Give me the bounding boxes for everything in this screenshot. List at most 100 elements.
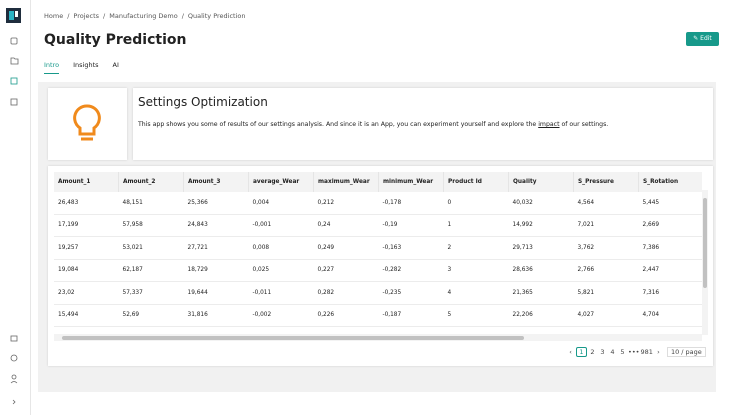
breadcrumb-item[interactable]: Manufacturing Demo [109, 12, 178, 20]
column-title[interactable]: Amount_1 [58, 179, 91, 185]
icon-card [48, 88, 127, 160]
page-title: Quality Prediction [44, 32, 187, 48]
edit-label[interactable]: Edit [700, 35, 712, 42]
table-cell: 0,004 [248, 192, 314, 215]
table-cell: 31,728 [508, 326, 574, 334]
breadcrumb-item[interactable]: Home [44, 12, 64, 20]
column-header[interactable]: Amount_1 [54, 172, 119, 192]
table-cell: 4,564 [573, 192, 639, 215]
link[interactable]: impact [538, 121, 560, 128]
column-title[interactable]: S_Pressure [578, 179, 614, 185]
page-number[interactable]: 5 [620, 348, 625, 356]
column-header[interactable]: Amount_3 [183, 172, 249, 192]
sidebar-icons [6, 8, 21, 405]
breadcrumb-item[interactable]: Projects [73, 12, 100, 20]
table-cell: 8,446 [638, 326, 702, 334]
table-cell: -0,19 [378, 214, 444, 237]
tabs: Intro Insights AI [44, 61, 133, 74]
table-card: Amount_1 Amount_2 Amount_3 average_Wear maxi… [48, 166, 713, 366]
table-cell: 3 [443, 259, 509, 282]
column-header[interactable]: S_Rotation [638, 172, 702, 192]
table-cell: 24,843 [183, 214, 249, 237]
table-cell: -0,001 [248, 214, 314, 237]
table-cell: -0,163 [378, 236, 444, 260]
table-cell: 31,816 [183, 304, 249, 327]
card-title: Settings Optimization [138, 95, 268, 109]
table-cell: 5 [443, 304, 509, 327]
table-row: 22,8554,67522,4750,0220,237-0,286631,728… [54, 326, 702, 334]
table-cell: 18,729 [183, 259, 249, 282]
table-cell: 17,199 [54, 214, 119, 237]
page-number[interactable]: 4 [610, 348, 615, 356]
table-cell: 57,337 [118, 281, 184, 305]
table-cell: -0,178 [378, 192, 444, 215]
page-number[interactable]: ••• [628, 348, 640, 356]
prev-page[interactable]: ‹ [569, 348, 572, 356]
column-title[interactable]: S_Rotation [643, 179, 679, 185]
table-cell: 0,237 [313, 326, 379, 334]
column-header[interactable]: S_Pressure [573, 172, 639, 192]
table-cell: 9,21 [573, 326, 639, 334]
table-cell: 15,494 [54, 304, 119, 327]
table-cell: 7,316 [638, 281, 702, 305]
table-cell: 19,084 [54, 259, 119, 282]
table-cell: 0,249 [313, 236, 379, 260]
column-header[interactable]: Product Id [443, 172, 509, 192]
column-header[interactable]: Quality [508, 172, 574, 192]
table-cell: 1 [443, 214, 509, 237]
table-cell: 22,206 [508, 304, 574, 327]
table-cell: 2,669 [638, 214, 702, 237]
table-row: 19,084 62,187 18,729 0,025 0,227 -0,282 3 28,63… [54, 259, 702, 282]
column-title[interactable]: minimum_Wear [383, 179, 434, 185]
table-cell: 28,636 [508, 259, 574, 282]
table-cell: 2,766 [573, 259, 639, 282]
table-cell: 6 [443, 326, 509, 334]
table-cell: 23,02 [54, 281, 119, 305]
edit-button[interactable]: ✎ Edit [686, 32, 719, 46]
next-page[interactable]: › [657, 348, 660, 356]
column-header[interactable]: minimum_Wear [378, 172, 444, 192]
column-header[interactable]: maximum_Wear [313, 172, 379, 192]
table-cell: -0,282 [378, 259, 444, 282]
table-cell: -0,187 [378, 304, 444, 327]
breadcrumb-item: Quality Prediction [187, 12, 246, 20]
table-cell: 19,257 [54, 236, 119, 260]
table-cell: 0,226 [313, 304, 379, 327]
page-number[interactable]: 2 [590, 348, 595, 356]
table-cell: 0,022 [248, 326, 314, 334]
sidebar [0, 0, 31, 415]
column-title[interactable]: Amount_3 [188, 179, 221, 185]
breadcrumb-separator: / [181, 12, 184, 20]
column-title[interactable]: average_Wear [253, 179, 300, 185]
table-cell: 14,992 [508, 214, 574, 237]
column-header[interactable]: Amount_2 [118, 172, 184, 192]
page-number[interactable]: 1 [576, 347, 587, 357]
column-title[interactable]: Amount_2 [123, 179, 156, 185]
pagination: ‹ 1 2 3 4 5 •••981 › 10 / page [566, 347, 707, 357]
breadcrumb: Home / Projects / Manufacturing Demo / Quality… [44, 12, 250, 20]
tab[interactable]: Insights [73, 61, 99, 69]
content-panel: Amount_1 Amount_2 Amount_3 average_Wear maxi… [38, 82, 716, 392]
tab[interactable]: AI [112, 61, 119, 69]
bulb-icon [73, 104, 101, 141]
table-cell: 21,365 [508, 281, 574, 305]
tab[interactable]: Intro [44, 61, 60, 74]
page-number[interactable]: 3 [600, 348, 605, 356]
page-number[interactable]: 981 [640, 348, 653, 356]
table-cell: 4,027 [573, 304, 639, 327]
page-size-select[interactable]: 10 / page [666, 347, 706, 357]
text: of our settings. [559, 121, 609, 128]
table-row: 26,483 48,151 25,366 0,004 0,212 -0,178 0 40,03… [54, 192, 702, 215]
table-cell: 3,762 [573, 236, 639, 260]
table-cell: 0,025 [248, 259, 314, 282]
column-title[interactable]: maximum_Wear [318, 179, 370, 185]
table-cell: 4,704 [638, 304, 702, 327]
table-cell: 53,021 [118, 236, 184, 260]
table-cell: -0,235 [378, 281, 444, 305]
column-title[interactable]: Product Id [448, 179, 482, 185]
table-wrap: Amount_1 Amount_2 Amount_3 average_Wear maxi… [54, 172, 702, 334]
column-title[interactable]: Quality [513, 179, 537, 185]
column-header[interactable]: average_Wear [248, 172, 314, 192]
table-cell: 5,445 [638, 192, 702, 215]
